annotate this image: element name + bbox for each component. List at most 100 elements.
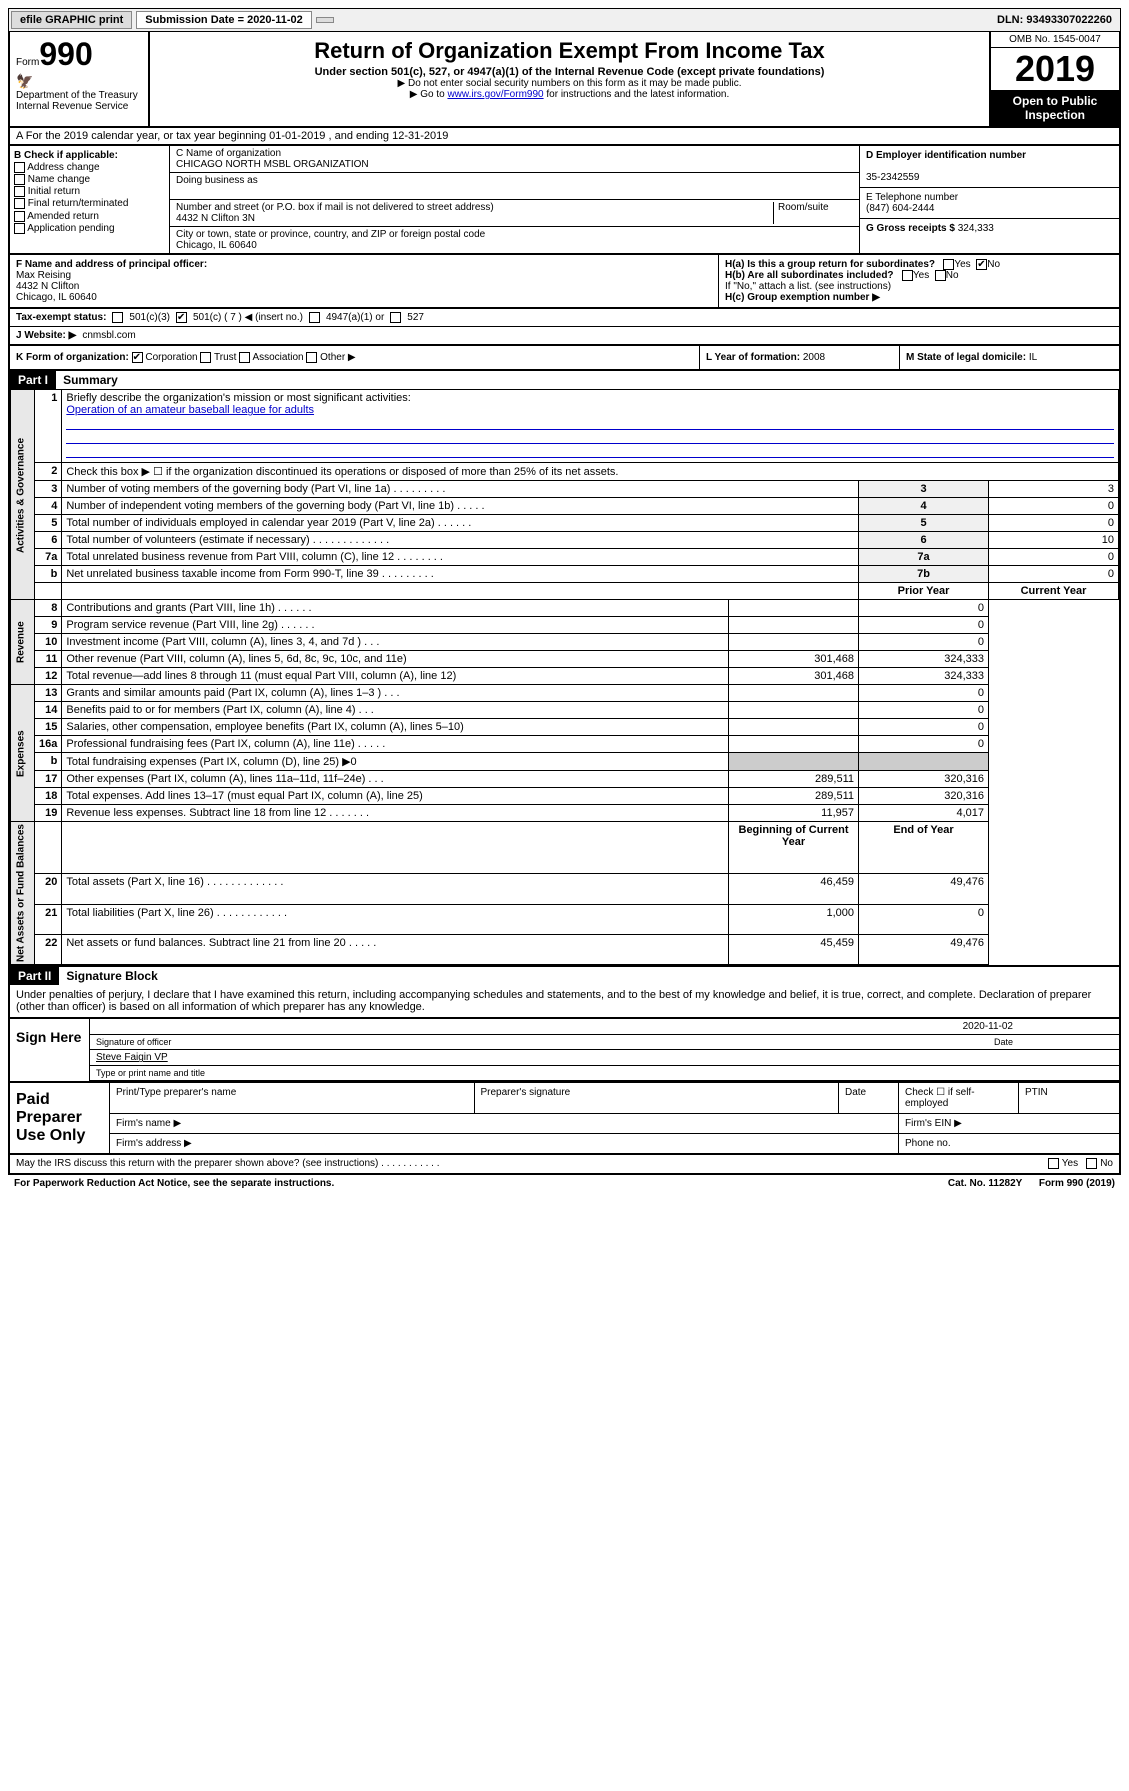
line8-desc: Contributions and grants (Part VIII, lin… xyxy=(62,600,729,617)
firm-addr-label: Firm's address ▶ xyxy=(110,1134,899,1153)
col-b: B Check if applicable: Address change Na… xyxy=(10,146,170,253)
part-i-title: Summary xyxy=(59,371,122,389)
cb-4947[interactable]: 4947(a)(1) or xyxy=(326,312,384,323)
line17-curr: 320,316 xyxy=(859,771,989,788)
goto-note: ▶ Go to www.irs.gov/Form990 for instruct… xyxy=(158,89,981,100)
cb-initial-return[interactable]: Initial return xyxy=(14,186,165,197)
cb-assoc[interactable]: Association xyxy=(252,352,303,363)
ha-label: H(a) Is this a group return for subordin… xyxy=(725,259,935,270)
line22-desc: Net assets or fund balances. Subtract li… xyxy=(62,935,729,965)
line18-desc: Total expenses. Add lines 13–17 (must eq… xyxy=(62,788,729,805)
header-mid: Return of Organization Exempt From Incom… xyxy=(150,32,989,126)
ein-label: D Employer identification number xyxy=(866,150,1026,161)
irs-link[interactable]: www.irs.gov/Form990 xyxy=(447,89,543,100)
form-org-label: K Form of organization: xyxy=(16,352,129,363)
irs-eagle-icon: 🦅 xyxy=(16,73,142,90)
phone-value: (847) 604-2444 xyxy=(866,203,1113,214)
line7b-desc: Net unrelated business taxable income fr… xyxy=(62,566,859,583)
line21-desc: Total liabilities (Part X, line 26) . . … xyxy=(62,904,729,934)
cb-501c3[interactable]: 501(c)(3) xyxy=(129,312,170,323)
line19-prior: 11,957 xyxy=(729,805,859,822)
line4-val: 0 xyxy=(989,498,1119,515)
sign-here-block: Sign Here 2020-11-02 Signature of office… xyxy=(8,1019,1121,1083)
part-ii-header: Part II xyxy=(10,967,59,985)
cb-app-pending[interactable]: Application pending xyxy=(14,223,165,234)
side-expenses: Expenses xyxy=(11,685,35,822)
form-footer: Form 990 (2019) xyxy=(1039,1178,1115,1189)
col-b-header: B Check if applicable: xyxy=(14,150,118,161)
line8-curr: 0 xyxy=(859,600,989,617)
page-footer: For Paperwork Reduction Act Notice, see … xyxy=(8,1175,1121,1192)
line21-curr: 0 xyxy=(859,904,989,934)
paid-preparer-label: Paid Preparer Use Only xyxy=(10,1083,110,1153)
cb-amended[interactable]: Amended return xyxy=(14,211,165,222)
line20-desc: Total assets (Part X, line 16) . . . . .… xyxy=(62,874,729,904)
hb-label: H(b) Are all subordinates included? xyxy=(725,270,894,281)
hc-label: H(c) Group exemption number ▶ xyxy=(725,292,880,303)
hb-yes[interactable]: Yes xyxy=(913,270,929,281)
line3-val: 3 xyxy=(989,481,1119,498)
hdr-curr: Current Year xyxy=(989,583,1119,600)
cb-corp[interactable]: Corporation xyxy=(145,352,197,363)
omb-number: OMB No. 1545-0047 xyxy=(991,32,1119,48)
pra-notice: For Paperwork Reduction Act Notice, see … xyxy=(14,1178,334,1189)
line22-curr: 49,476 xyxy=(859,935,989,965)
line5-val: 0 xyxy=(989,515,1119,532)
line16b-desc: Total fundraising expenses (Part IX, col… xyxy=(62,753,729,771)
officer-label: F Name and address of principal officer: xyxy=(16,259,207,270)
goto-pre: ▶ Go to xyxy=(410,89,448,100)
gross-value: 324,333 xyxy=(958,223,994,234)
line7b-val: 0 xyxy=(989,566,1119,583)
line16a-desc: Professional fundraising fees (Part IX, … xyxy=(62,736,729,753)
addr-label: Number and street (or P.O. box if mail i… xyxy=(176,202,773,213)
cb-trust[interactable]: Trust xyxy=(214,352,236,363)
line18-curr: 320,316 xyxy=(859,788,989,805)
line11-desc: Other revenue (Part VIII, column (A), li… xyxy=(62,651,729,668)
cb-501c[interactable]: 501(c) ( 7 ) ◀ (insert no.) xyxy=(193,312,303,323)
firm-phone-label: Phone no. xyxy=(899,1134,1119,1153)
row-fh: F Name and address of principal officer:… xyxy=(8,255,1121,309)
cb-527[interactable]: 527 xyxy=(407,312,424,323)
line15-desc: Salaries, other compensation, employee b… xyxy=(62,719,729,736)
top-bar: efile GRAPHIC print Submission Date = 20… xyxy=(8,8,1121,32)
open-public-badge: Open to Public Inspection xyxy=(991,90,1119,126)
cb-final-return[interactable]: Final return/terminated xyxy=(14,198,165,209)
efile-print-button[interactable]: efile GRAPHIC print xyxy=(11,11,132,29)
line22-prior: 45,459 xyxy=(729,935,859,965)
discuss-yes[interactable]: Yes xyxy=(1062,1159,1078,1170)
col-deg: D Employer identification number 35-2342… xyxy=(859,146,1119,253)
line12-curr: 324,333 xyxy=(859,668,989,685)
ha-no[interactable]: No xyxy=(987,259,1000,270)
prep-date-label: Date xyxy=(839,1083,899,1113)
line6-val: 10 xyxy=(989,532,1119,549)
officer-name: Max Reising xyxy=(16,270,71,281)
state-domicile: IL xyxy=(1029,352,1037,363)
dba-label: Doing business as xyxy=(176,175,853,186)
prep-name-label: Print/Type preparer's name xyxy=(110,1083,475,1113)
cb-name-change[interactable]: Name change xyxy=(14,174,165,185)
side-governance: Activities & Governance xyxy=(11,390,35,600)
line4-desc: Number of independent voting members of … xyxy=(62,498,859,515)
line17-desc: Other expenses (Part IX, column (A), lin… xyxy=(62,771,729,788)
discuss-no[interactable]: No xyxy=(1100,1159,1113,1170)
goto-post: for instructions and the latest informat… xyxy=(544,89,730,100)
cb-address-change[interactable]: Address change xyxy=(14,162,165,173)
col-c: C Name of organization CHICAGO NORTH MSB… xyxy=(170,146,859,253)
date-label: Date xyxy=(994,1037,1113,1047)
sign-here-label: Sign Here xyxy=(10,1019,90,1081)
side-revenue: Revenue xyxy=(11,600,35,685)
city-state-zip: Chicago, IL 60640 xyxy=(176,240,853,251)
ha-yes[interactable]: Yes xyxy=(954,259,970,270)
typed-name: Steve Faigin VP xyxy=(96,1052,168,1063)
line10-desc: Investment income (Part VIII, column (A)… xyxy=(62,634,729,651)
cb-other[interactable]: Other ▶ xyxy=(320,352,355,363)
phone-label: E Telephone number xyxy=(866,192,1113,203)
line9-curr: 0 xyxy=(859,617,989,634)
hb-no[interactable]: No xyxy=(946,270,959,281)
row-ij: Tax-exempt status: 501(c)(3) 501(c) ( 7 … xyxy=(8,309,1121,346)
line7a-desc: Total unrelated business revenue from Pa… xyxy=(62,549,859,566)
form-word: Form xyxy=(16,57,39,68)
gross-label: G Gross receipts $ xyxy=(866,223,955,234)
line11-prior: 301,468 xyxy=(729,651,859,668)
hdr-end: End of Year xyxy=(859,822,989,874)
